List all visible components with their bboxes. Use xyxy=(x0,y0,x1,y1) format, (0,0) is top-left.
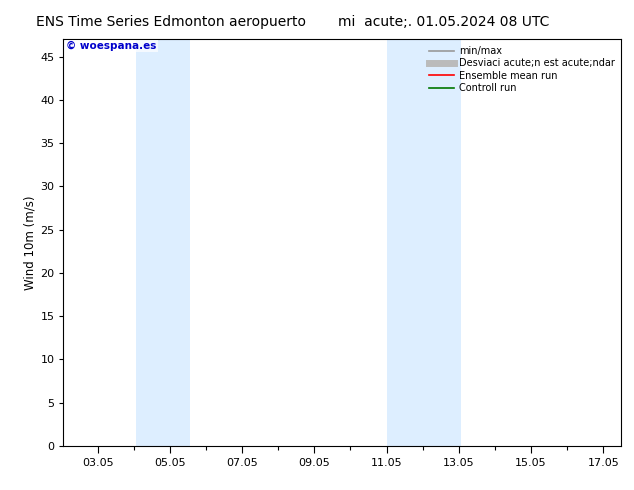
Text: mi  acute;. 01.05.2024 08 UTC: mi acute;. 01.05.2024 08 UTC xyxy=(338,15,550,29)
Text: © woespana.es: © woespana.es xyxy=(66,41,157,51)
Bar xyxy=(387,39,461,446)
Legend: min/max, Desviaci acute;n est acute;ndar, Ensemble mean run, Controll run: min/max, Desviaci acute;n est acute;ndar… xyxy=(427,44,616,95)
Text: ENS Time Series Edmonton aeropuerto: ENS Time Series Edmonton aeropuerto xyxy=(36,15,306,29)
Bar xyxy=(136,39,190,446)
Y-axis label: Wind 10m (m/s): Wind 10m (m/s) xyxy=(23,196,36,290)
